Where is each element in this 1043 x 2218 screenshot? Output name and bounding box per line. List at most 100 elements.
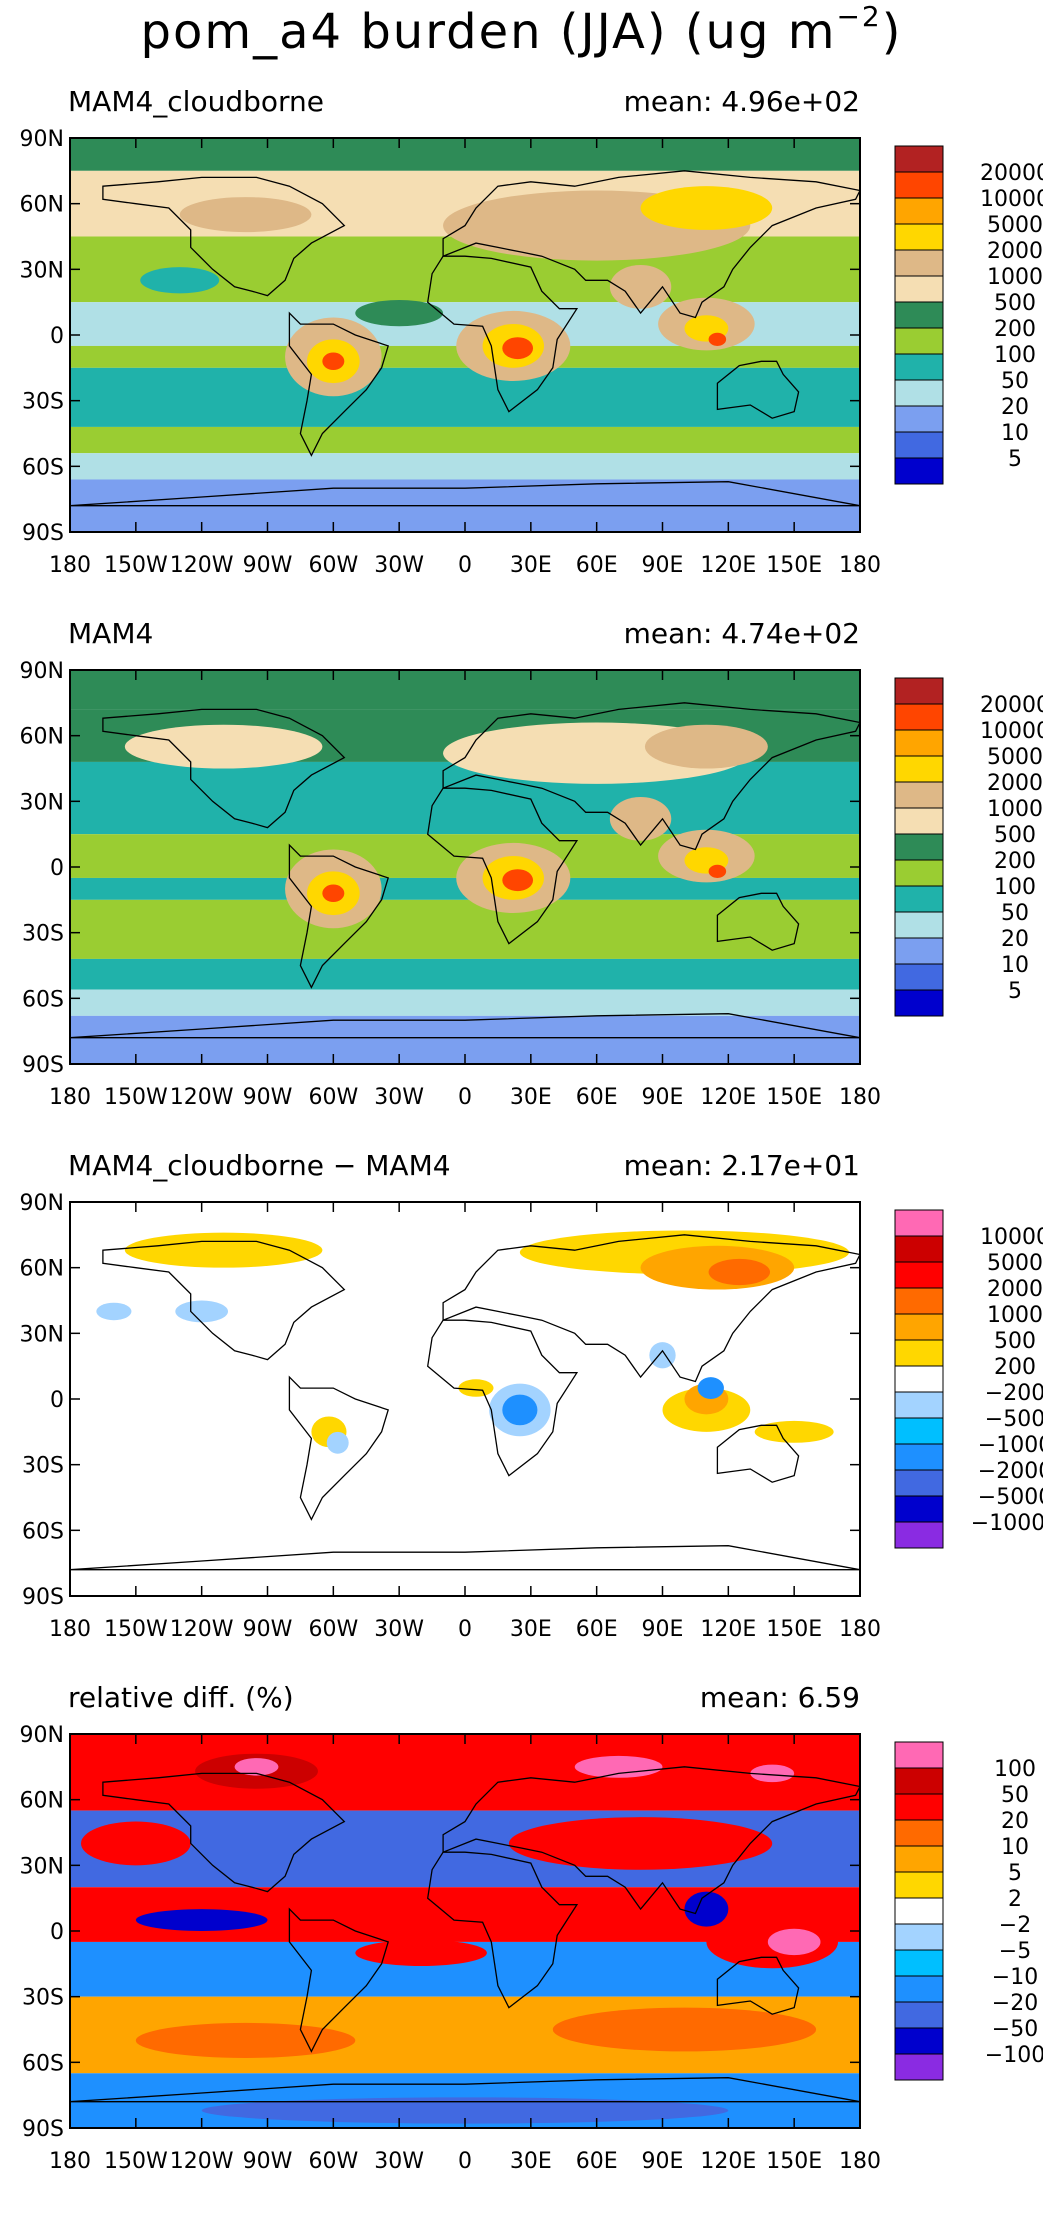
legend-label: −200 bbox=[985, 1381, 1043, 1406]
legend-swatch bbox=[894, 223, 944, 251]
coastline bbox=[70, 481, 860, 507]
legend-label: 50 bbox=[1001, 901, 1029, 926]
legend-label: 20 bbox=[1001, 927, 1029, 952]
legend-swatch bbox=[894, 1845, 944, 1873]
legend-swatch bbox=[894, 379, 944, 407]
legend-swatch bbox=[894, 1339, 944, 1367]
lon-tick-label: 90E bbox=[642, 1085, 684, 1110]
legend-swatch bbox=[894, 1897, 944, 1925]
lon-tick-label: 120W bbox=[170, 553, 234, 578]
lon-tick-label: 90W bbox=[243, 1085, 293, 1110]
legend-swatch bbox=[894, 301, 944, 329]
lon-tick-label: 30E bbox=[510, 2149, 552, 2174]
panel-title: MAM4_cloudborne − MAM4 bbox=[68, 1149, 451, 1182]
field-patch bbox=[322, 884, 345, 903]
legend-label: 5 bbox=[1008, 1861, 1022, 1886]
legend-label: 5000 bbox=[987, 1251, 1043, 1276]
lon-tick-label: 90E bbox=[642, 1617, 684, 1642]
lat-tick-label: 30S bbox=[22, 1986, 64, 2011]
legend-label: 200 bbox=[994, 317, 1036, 342]
legend-label: −5000 bbox=[978, 1485, 1043, 1510]
legend-swatch bbox=[894, 911, 944, 939]
lon-tick-label: 120W bbox=[170, 1085, 234, 1110]
lat-tick-label: 30N bbox=[20, 258, 64, 283]
field-patch bbox=[234, 1758, 279, 1776]
field-patch bbox=[135, 2022, 356, 2058]
lat-tick-label: 90S bbox=[22, 1053, 64, 1078]
legend-label: 2 bbox=[1008, 1887, 1022, 1912]
lon-tick-label: 60W bbox=[308, 1617, 358, 1642]
lon-tick-label: 150W bbox=[104, 2149, 168, 2174]
legend-swatch bbox=[894, 781, 944, 809]
legend-swatch bbox=[894, 2001, 944, 2029]
field-patch bbox=[326, 1431, 349, 1454]
lon-tick-label: 120E bbox=[700, 2149, 756, 2174]
lon-tick-label: 60W bbox=[308, 2149, 358, 2174]
legend-swatch bbox=[894, 885, 944, 913]
lon-tick-label: 120E bbox=[700, 1617, 756, 1642]
lon-tick-label: 0 bbox=[458, 553, 472, 578]
coastline bbox=[288, 843, 390, 989]
lat-tick-label: 0 bbox=[50, 324, 64, 349]
legend-label: 500 bbox=[994, 1329, 1036, 1354]
lat-tick-label: 60S bbox=[22, 987, 64, 1012]
legend-swatch bbox=[894, 1391, 944, 1419]
field-band bbox=[70, 453, 860, 480]
panel-2-svg: 180 150W 120W 90W 60W 30W 0 30E 60E 90E 120E 150E 18… bbox=[20, 1191, 1043, 1642]
legend-swatch bbox=[894, 171, 944, 199]
panel-mam4: MAM4 mean: 4.74e+02 180 150W 120W 90W 60W 30W… bbox=[0, 614, 1043, 1154]
legend-swatch bbox=[894, 937, 944, 965]
panel-mean: mean: 4.74e+02 bbox=[623, 617, 860, 650]
lat-tick-label: 30S bbox=[22, 922, 64, 947]
legend-swatch bbox=[894, 1287, 944, 1315]
field-patch bbox=[175, 1300, 229, 1323]
legend-swatch bbox=[894, 963, 944, 991]
field-patch bbox=[609, 796, 672, 841]
lon-tick-label: 0 bbox=[458, 1617, 472, 1642]
lon-tick-label: 30E bbox=[510, 553, 552, 578]
field-patch bbox=[140, 267, 220, 294]
field-patch bbox=[508, 1817, 773, 1870]
lat-tick-label: 30S bbox=[22, 390, 64, 415]
lon-tick-label: 60W bbox=[308, 1085, 358, 1110]
lat-tick-label: 30N bbox=[20, 1854, 64, 1879]
lon-tick-label: 150W bbox=[104, 553, 168, 578]
legend-label: 10 bbox=[1001, 1835, 1029, 1860]
map-field bbox=[70, 1734, 860, 2128]
legend-label: 20000 bbox=[980, 693, 1043, 718]
lon-tick-label: 180 bbox=[49, 553, 91, 578]
lon-tick-label: 120W bbox=[170, 1617, 234, 1642]
lon-tick-label: 90W bbox=[243, 1617, 293, 1642]
lon-tick-label: 60E bbox=[576, 553, 618, 578]
field-patch bbox=[322, 352, 345, 371]
field-patch bbox=[644, 724, 768, 769]
lon-tick-label: 180 bbox=[49, 1085, 91, 1110]
lon-tick-label: 180 bbox=[839, 1617, 881, 1642]
panel-difference: MAM4_cloudborne − MAM4 mean: 2.17e+01 18… bbox=[0, 1146, 1043, 1686]
legend-label: −1000 bbox=[978, 1433, 1043, 1458]
legend-label: 50 bbox=[1001, 1783, 1029, 1808]
lon-tick-label: 90W bbox=[243, 553, 293, 578]
legend-label: 20 bbox=[1001, 1809, 1029, 1834]
legend-swatch bbox=[894, 859, 944, 887]
legend-label: −500 bbox=[985, 1407, 1043, 1432]
legend-swatch bbox=[894, 1469, 944, 1497]
lat-tick-label: 60N bbox=[20, 193, 64, 218]
figure-title: pom_a4 burden (JJA) (ug m−2) bbox=[0, 0, 1043, 64]
coastline bbox=[427, 255, 579, 413]
legend-swatch bbox=[894, 457, 944, 485]
legend-label: 5 bbox=[1008, 979, 1022, 1004]
legend-swatch bbox=[894, 1313, 944, 1341]
coastline bbox=[70, 2077, 860, 2103]
field-band bbox=[70, 958, 860, 990]
field-patch bbox=[708, 332, 727, 346]
field-patch bbox=[355, 299, 444, 327]
legend-swatch bbox=[894, 677, 944, 705]
panel-0-svg: 180 150W 120W 90W 60W 30W 0 30E 60E 90E 120E 150E 18… bbox=[20, 127, 1043, 578]
figure-title-text: pom_a4 burden (JJA) (ug m bbox=[140, 4, 837, 60]
panel-relative-diff: relative diff. (%) mean: 6.59 180 150W 120… bbox=[0, 1678, 1043, 2218]
legend-swatch bbox=[894, 1949, 944, 1977]
legend-swatch bbox=[894, 1495, 944, 1523]
field-patch bbox=[708, 864, 727, 878]
lon-tick-label: 180 bbox=[839, 1085, 881, 1110]
